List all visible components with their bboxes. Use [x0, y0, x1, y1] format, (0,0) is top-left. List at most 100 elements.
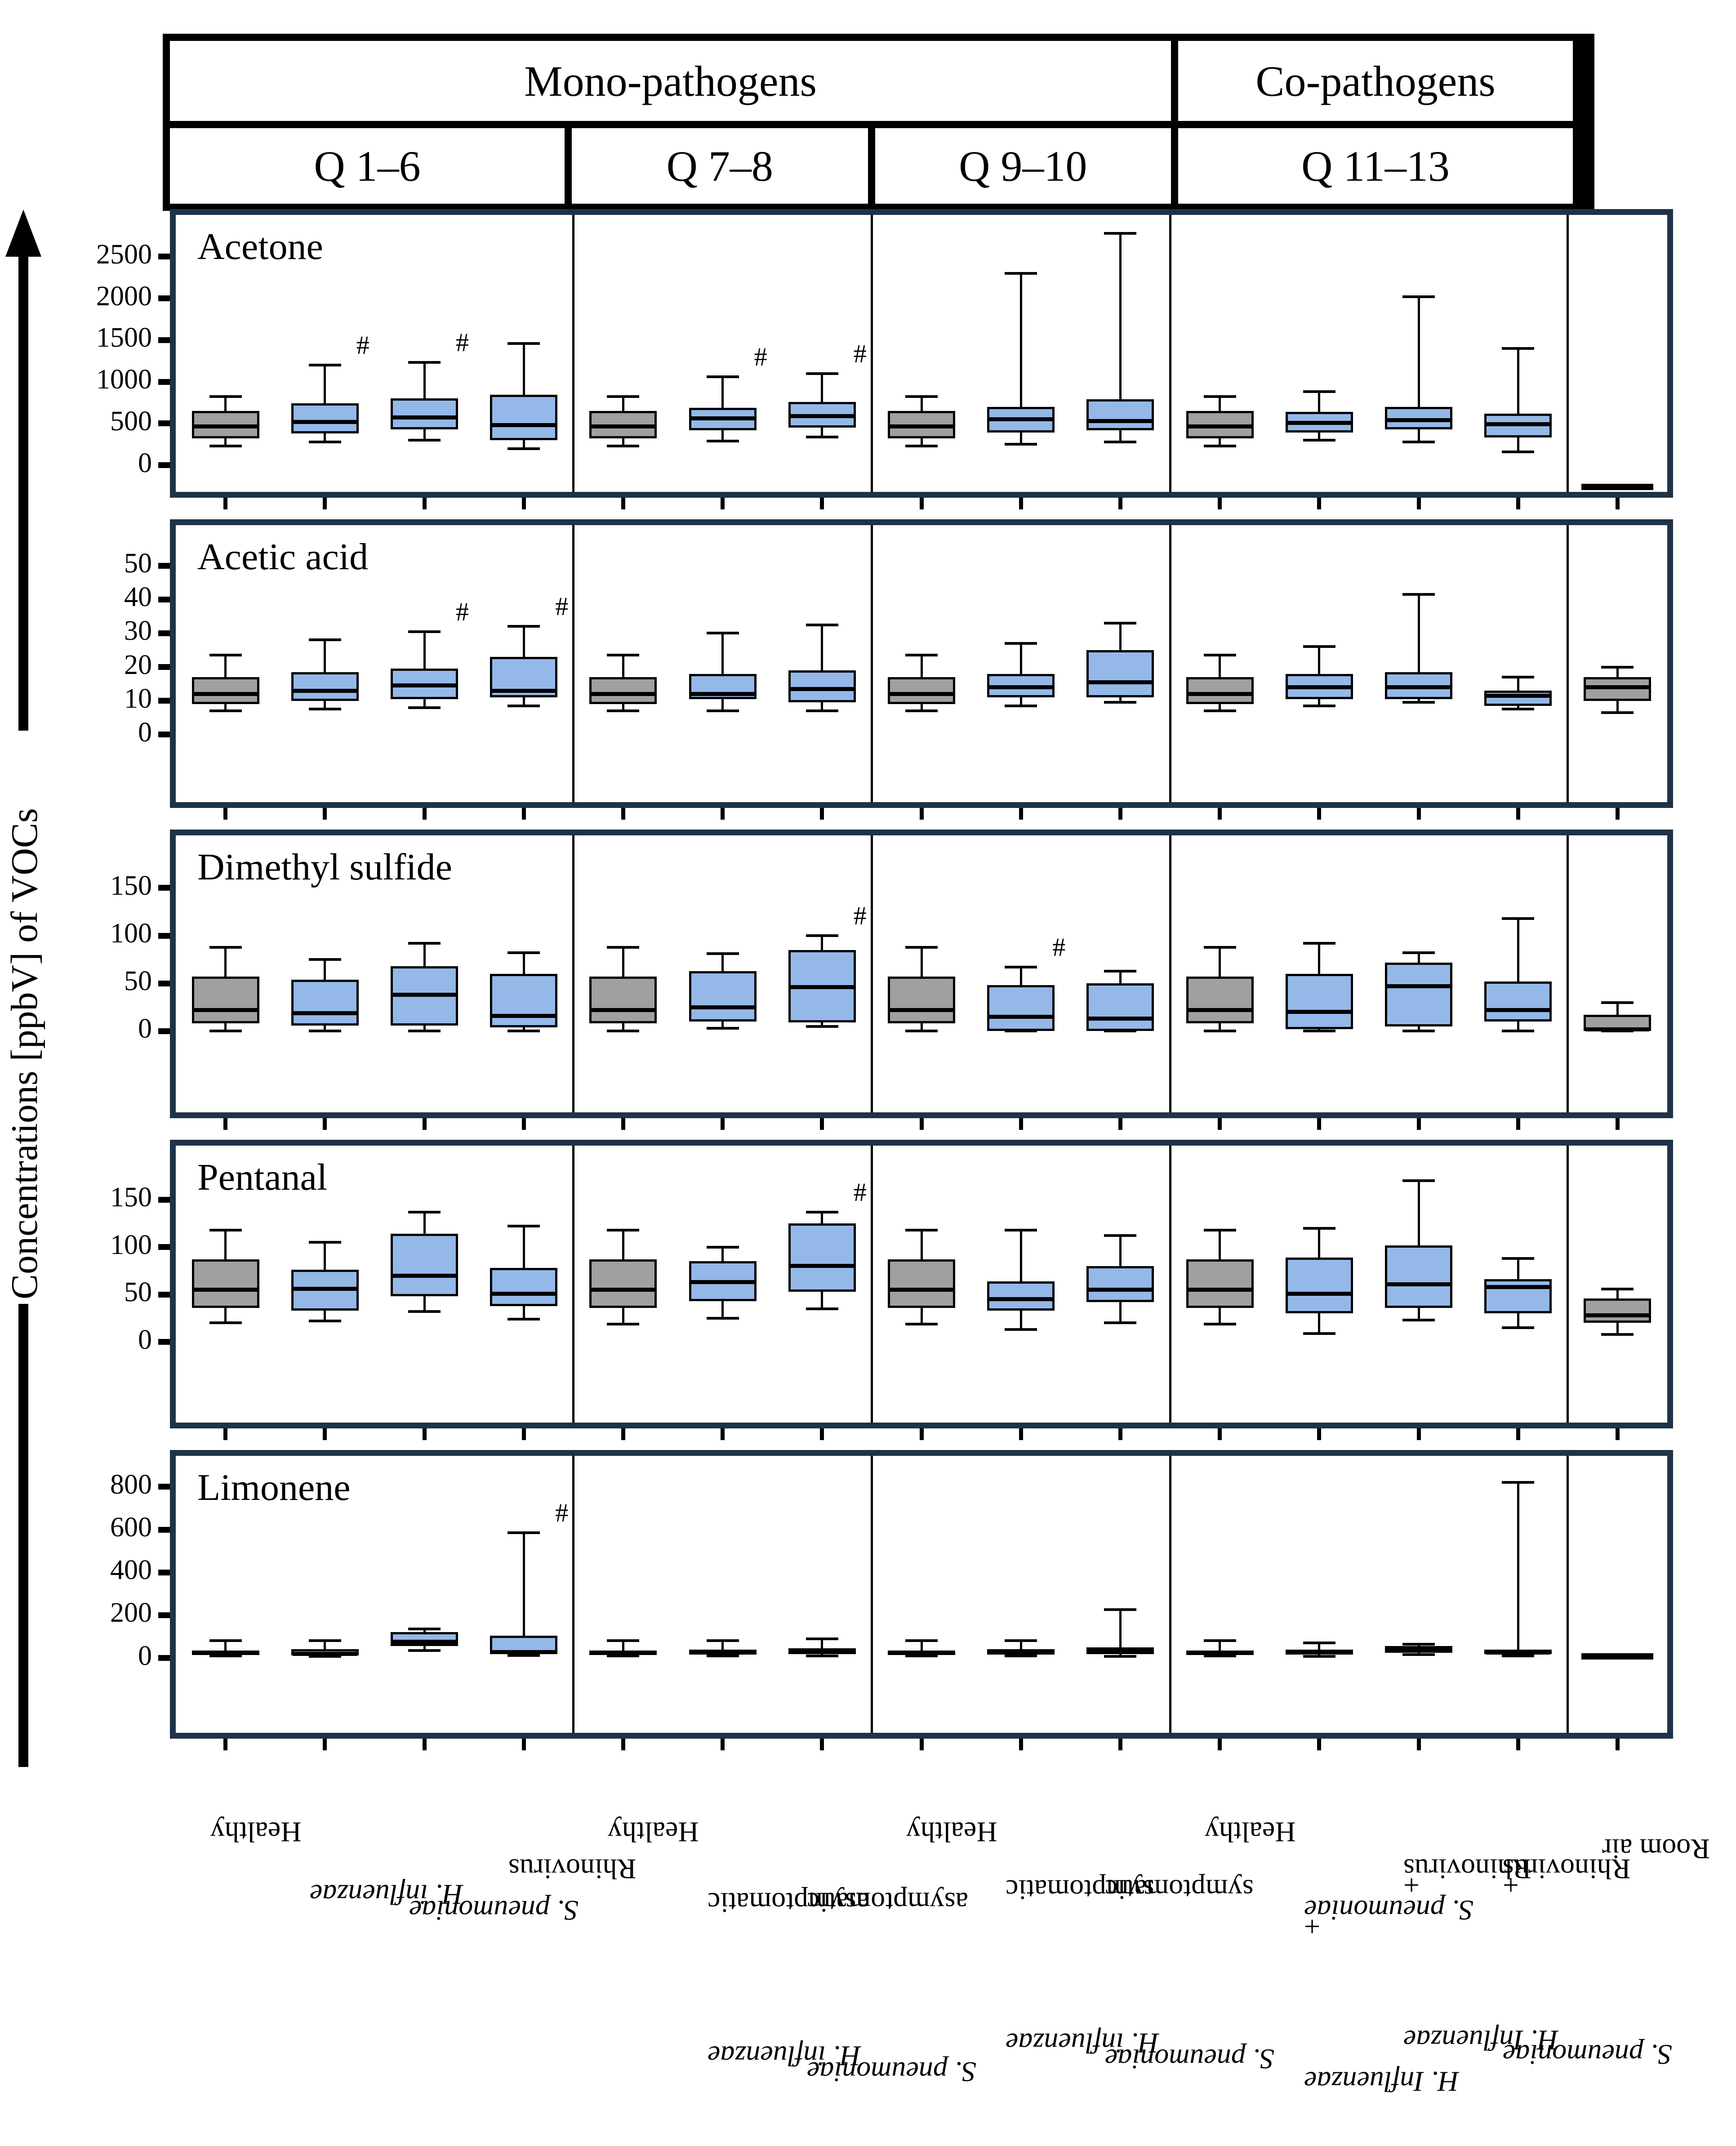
box-plot-1	[291, 403, 359, 434]
y-tick-label: 0	[138, 1013, 152, 1044]
x-tick-mark	[422, 1739, 427, 1750]
median-line-13	[1486, 1651, 1550, 1655]
y-tick-label: 50	[124, 966, 152, 997]
whisker-13	[1517, 1482, 1519, 1656]
box-plot-7	[888, 977, 955, 1024]
x-tick-mark	[1019, 808, 1023, 820]
whisker-cap-bottom-2	[408, 706, 441, 709]
whisker-cap-bottom-1	[308, 1030, 341, 1033]
significance-marker-5: #	[754, 342, 767, 371]
header-quarter-label: Q 7–8	[666, 142, 773, 190]
median-line-10	[1188, 1651, 1252, 1655]
whisker-cap-bottom-6	[806, 435, 838, 438]
whisker-cap-top-1	[308, 1639, 341, 1642]
median-line-9	[1088, 1288, 1153, 1292]
header-quarter-3: Q 11–13	[1178, 128, 1573, 204]
whisker-cap-bottom-3	[507, 1318, 540, 1321]
x-axis-label-text: Healthy	[210, 1758, 302, 1849]
median-line-9	[1088, 419, 1153, 423]
group-divider	[1567, 215, 1569, 492]
whisker-cap-top-6	[806, 1637, 838, 1640]
whisker-cap-top-13	[1502, 676, 1535, 679]
median-line-4	[591, 1651, 655, 1655]
whisker-cap-top-9	[1104, 1234, 1137, 1237]
group-divider	[572, 835, 575, 1112]
y-tick-label: 30	[124, 616, 152, 647]
y-tick-label: 1500	[96, 322, 152, 353]
whisker-cap-top-0	[209, 1228, 242, 1231]
median-line-1	[293, 419, 357, 424]
whisker-cap-top-12	[1402, 1179, 1435, 1182]
y-tick-mark	[158, 1244, 170, 1250]
whisker-cap-top-11	[1303, 645, 1335, 648]
median-line-10	[1188, 692, 1252, 696]
y-tick-label: 20	[124, 649, 152, 680]
x-tick-mark	[1019, 1428, 1023, 1440]
box-plot-7	[888, 677, 955, 705]
median-line-0	[193, 1288, 258, 1292]
group-divider	[1169, 1456, 1171, 1733]
box-plot-8	[987, 1281, 1055, 1311]
whisker-cap-bottom-0	[209, 1654, 242, 1657]
x-tick-mark	[1516, 1118, 1520, 1130]
whisker-cap-top-4	[607, 395, 640, 398]
y-tick-mark	[158, 1028, 170, 1034]
median-line-6	[790, 1264, 854, 1268]
x-tick-mark	[323, 498, 327, 509]
whisker-cap-bottom-13	[1502, 450, 1535, 453]
whisker-cap-top-6	[806, 934, 838, 937]
median-line-7	[890, 692, 953, 696]
panel-plot-area: # #	[176, 525, 1667, 802]
whisker-cap-top-8	[1005, 272, 1037, 275]
x-tick-mark	[1416, 1118, 1421, 1130]
header-quarter-label: Q 1–6	[314, 142, 421, 190]
x-tick-mark	[721, 1428, 725, 1440]
box-plot-1	[291, 979, 359, 1026]
group-divider	[1169, 525, 1171, 802]
y-tick-label: 40	[124, 582, 152, 613]
y-tick-label: 800	[110, 1469, 152, 1500]
whisker-cap-bottom-14	[1601, 1333, 1634, 1336]
label-text: symptomatic	[1105, 1874, 1254, 1906]
whisker-cap-top-3	[507, 951, 540, 955]
whisker-cap-top-12	[1402, 951, 1435, 955]
whisker-cap-top-7	[905, 1639, 938, 1642]
x-tick-mark	[1118, 498, 1122, 509]
whisker-cap-top-14	[1601, 1001, 1634, 1004]
x-axis-label-text: H. influenzae	[310, 1758, 463, 1911]
whisker-cap-bottom-3	[507, 1030, 540, 1033]
x-tick-mark	[223, 808, 228, 820]
group-divider	[870, 1146, 873, 1423]
y-tick-label: 2500	[96, 239, 152, 270]
x-axis-label-text: S. pneumoniae	[409, 1758, 579, 1927]
x-tick-mark	[820, 1118, 824, 1130]
x-tick-mark	[1019, 498, 1023, 509]
x-tick-mark	[1218, 1118, 1222, 1130]
y-tick-mark	[158, 980, 170, 986]
x-tick-mark	[521, 1118, 526, 1130]
whisker-cap-top-4	[607, 1228, 640, 1231]
whisker-cap-bottom-10	[1203, 709, 1236, 713]
median-line-8	[989, 1015, 1053, 1019]
median-line-4	[591, 1288, 655, 1292]
median-line-3	[492, 423, 556, 428]
x-tick-mark	[1317, 808, 1322, 820]
whisker-cap-top-10	[1203, 1639, 1236, 1642]
x-tick-mark	[422, 808, 427, 820]
y-tick-label: 0	[138, 1324, 152, 1355]
x-tick-mark	[323, 1428, 327, 1440]
header-group-label: Co-pathogens	[1255, 57, 1496, 105]
whisker-cap-bottom-0	[209, 444, 242, 447]
y-tick-mark	[158, 1196, 170, 1203]
median-line-8	[989, 1651, 1053, 1655]
group-divider	[572, 215, 575, 492]
whisker-cap-top-2	[408, 942, 441, 945]
y-axis-arrowhead	[5, 210, 41, 257]
whisker-cap-top-1	[308, 1241, 341, 1244]
whisker-cap-bottom-11	[1303, 1332, 1335, 1335]
median-line-3	[492, 1291, 556, 1296]
group-divider	[1169, 835, 1171, 1112]
median-line-14	[1585, 1313, 1650, 1318]
box-plot-10	[1186, 1259, 1254, 1308]
